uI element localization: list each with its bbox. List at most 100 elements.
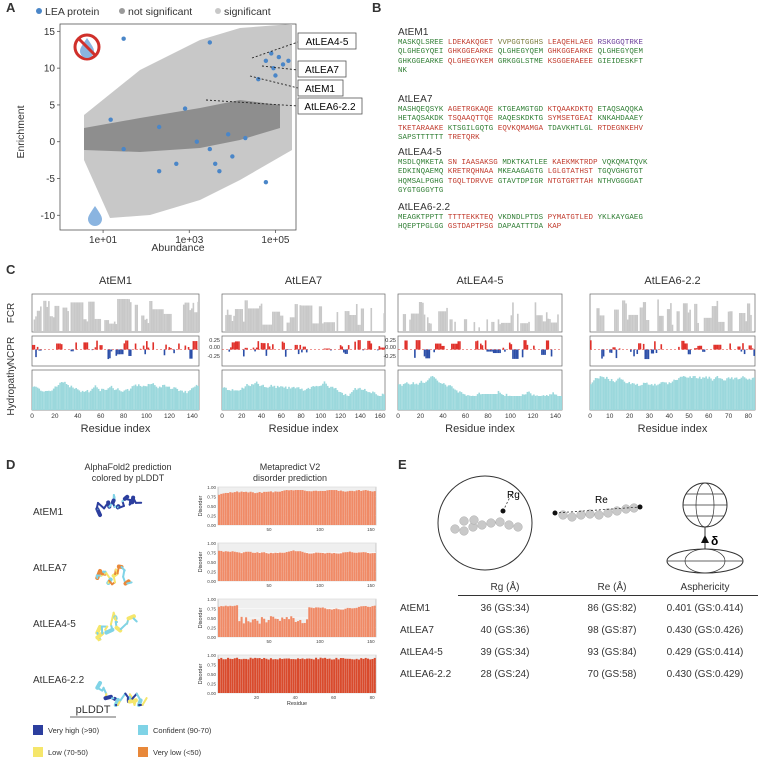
panel-d-left-title: AlphaFold2 prediction colored by pLDDT bbox=[58, 462, 198, 484]
a-xtick-2: 1e+05 bbox=[261, 235, 290, 246]
plddt-swatch-2 bbox=[33, 747, 43, 757]
svg-text:1.00: 1.00 bbox=[207, 597, 216, 602]
sequence-line: GYGTGGGYTG bbox=[398, 187, 444, 196]
c-xtick: 120 bbox=[335, 413, 346, 420]
sequence-name: AtLEA4-5 bbox=[398, 147, 442, 158]
svg-text:0.75: 0.75 bbox=[207, 495, 216, 500]
panel-label-a: A bbox=[6, 0, 16, 15]
lea-point-12 bbox=[182, 106, 188, 111]
a-ytick-5: -10 bbox=[41, 211, 56, 222]
svg-text:0.50: 0.50 bbox=[207, 504, 216, 509]
legend-dot-sig bbox=[215, 8, 221, 14]
plddt-swatch-3 bbox=[138, 747, 148, 757]
c-xtick: 60 bbox=[278, 413, 286, 420]
delta-label: δ bbox=[711, 534, 718, 548]
c-title-3: AtLEA6-2.2 bbox=[644, 275, 700, 287]
c-xtick: 80 bbox=[120, 413, 128, 420]
sequence-atlea7: AtLEA7 MASHQEQSYK AGETRGKAQE KTGEAMGTGD K… bbox=[398, 95, 643, 144]
c-xtick: 100 bbox=[141, 413, 152, 420]
panel-label-b: B bbox=[372, 0, 382, 15]
sequence-line: GHKGGEARKE QLGHEGYKEM GRKGGLSTME KSGGERA… bbox=[398, 57, 643, 66]
panel-d-right-title: Metapredict V2 disorder prediction bbox=[220, 462, 360, 484]
a-ytick-0: 15 bbox=[44, 27, 56, 38]
d-disorder-bars-2 bbox=[218, 605, 376, 637]
c-xtick: 80 bbox=[745, 413, 753, 420]
panel-d-structures: AtEM1 1.00 0.75 0.50 0.25 0.00 Disorder 50 100 15… bbox=[33, 485, 377, 757]
c-title-0: AtEM1 bbox=[99, 275, 132, 287]
a-xtick-0: 1e+01 bbox=[89, 235, 118, 246]
lea-point-10 bbox=[108, 117, 113, 122]
e-row-rg-3: 28 (GS:24) bbox=[480, 669, 530, 680]
sequence-line: EDKINQAEMQ KRETRQHNAA MKEAAGAGTG LGLGTAT… bbox=[398, 168, 643, 177]
svg-text:50: 50 bbox=[266, 583, 272, 588]
lea-point-0 bbox=[121, 36, 126, 41]
svg-text:100: 100 bbox=[316, 639, 324, 644]
c-title-1: AtLEA7 bbox=[285, 275, 322, 287]
panel-label-d: D bbox=[6, 457, 16, 472]
c-xtick: 80 bbox=[297, 413, 305, 420]
lea-point-21 bbox=[225, 132, 231, 137]
e-table-rule bbox=[458, 595, 758, 596]
e-row-name-1: AtLEA7 bbox=[400, 625, 434, 636]
panel-d-right-title-line-1: Metapredict V2 bbox=[259, 462, 321, 472]
c-hydro-bars-0 bbox=[32, 381, 199, 410]
c-xtick: 70 bbox=[725, 413, 733, 420]
lea-point-9 bbox=[271, 65, 276, 71]
plddt-swatch-1 bbox=[138, 725, 148, 735]
c-fcr-bars-0 bbox=[33, 298, 199, 332]
panel-a-axes: 1e+01 1e+03 1e+05 15 10 5 0 -5 -10 bbox=[41, 27, 290, 246]
e-row-rg-2: 39 (GS:34) bbox=[480, 647, 530, 658]
c-xtick: 0 bbox=[30, 413, 34, 420]
panel-e-diagrams: Rg Re δ bbox=[437, 475, 744, 574]
c-xtick: 80 bbox=[484, 413, 492, 420]
sequence-name: AtLEA6-2.2 bbox=[398, 202, 451, 213]
d-ylabel-2: Disorder bbox=[198, 607, 204, 628]
c-xtick: 40 bbox=[258, 413, 266, 420]
svg-text:1.00: 1.00 bbox=[207, 653, 216, 658]
legend-dot-lea bbox=[36, 8, 42, 14]
d-protein-name-0: AtEM1 bbox=[33, 507, 63, 518]
svg-text:0.50: 0.50 bbox=[207, 672, 216, 677]
c-xtick: 20 bbox=[626, 413, 634, 420]
svg-text:50: 50 bbox=[266, 639, 272, 644]
lea-point-16 bbox=[174, 161, 179, 166]
c-xtick: 60 bbox=[97, 413, 105, 420]
sequence-line: MEAGKTPPTT TTTTEKKTEQ VKDNDLPTDS PYMATGT… bbox=[398, 213, 643, 222]
sequence-line: MSDLQMKETA SN IAASAKSG MDKTKATLEE KAEKMK… bbox=[398, 158, 648, 167]
plddt-label-3: Very low (<50) bbox=[153, 748, 202, 757]
cloud-not-significant bbox=[84, 100, 280, 152]
lea-point-3 bbox=[276, 54, 282, 60]
lea-point-19 bbox=[263, 179, 269, 185]
callouts: AtLEA4-5 AtLEA7 AtEM1 AtLEA6-2.2 bbox=[205, 32, 363, 115]
svg-text:0.25: 0.25 bbox=[385, 338, 396, 344]
sequence-line: HETAQSAKDK TSQAAQTTQE RAQESKDKTG SYMSETG… bbox=[398, 115, 643, 124]
sequence-line: MASKQLSREE LDEKAKQGET VVPGGTGGHS LEAQEHL… bbox=[398, 38, 643, 47]
lea-point-14 bbox=[230, 154, 235, 159]
re-diagram: Re bbox=[552, 495, 643, 522]
water-drop-icon bbox=[88, 206, 102, 226]
c-xtick: 40 bbox=[439, 413, 447, 420]
svg-text:0.00: 0.00 bbox=[209, 345, 220, 351]
e-row-re-2: 93 (GS:84) bbox=[587, 647, 637, 658]
c-ncpr-bars-0 bbox=[32, 340, 198, 360]
svg-text:20: 20 bbox=[254, 695, 260, 700]
c-hydro-bars-3 bbox=[590, 376, 755, 410]
sequence-line: NK bbox=[398, 67, 408, 76]
svg-text:-0.25: -0.25 bbox=[207, 354, 220, 360]
lea-point-2 bbox=[269, 51, 274, 56]
plddt-swatch-0 bbox=[33, 725, 43, 735]
re-label: Re bbox=[595, 495, 608, 506]
rg-diagram: Rg bbox=[437, 475, 533, 571]
legend-dot-ns bbox=[119, 8, 125, 14]
e-row-name-3: AtLEA6-2.2 bbox=[400, 669, 452, 680]
panel-d-left-title-line-1: AlphaFold2 prediction bbox=[84, 462, 172, 472]
c-xtick: 120 bbox=[528, 413, 539, 420]
c-xtick: 30 bbox=[646, 413, 654, 420]
sequence-line: HQEPTPGLGG GSTDAPTPSG DAPAATTTDA KAP bbox=[398, 223, 562, 232]
c-row-label-0: FCR bbox=[6, 303, 17, 324]
lea-point-7 bbox=[286, 58, 291, 63]
no-water-icon bbox=[73, 33, 101, 61]
lea-point-22 bbox=[194, 139, 200, 144]
c-xtick: 160 bbox=[375, 413, 386, 420]
